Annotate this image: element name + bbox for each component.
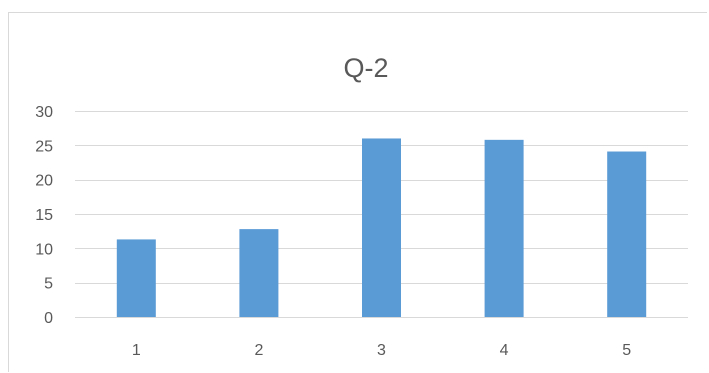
x-tick-label: 2 <box>254 342 263 359</box>
bars <box>116 138 647 317</box>
y-tick-label: 25 <box>35 138 53 155</box>
bar-3 <box>362 138 401 317</box>
x-tick-label: 5 <box>622 342 631 359</box>
y-tick-label: 5 <box>44 276 53 293</box>
y-tick-label: 10 <box>35 241 53 258</box>
y-tick-label: 30 <box>35 104 53 121</box>
y-axis-ticks: 0 5 10 15 20 25 30 <box>35 104 53 327</box>
bar-5 <box>607 151 647 317</box>
y-tick-label: 20 <box>35 173 53 190</box>
x-tick-label: 4 <box>500 342 509 359</box>
bar-2 <box>239 229 279 317</box>
bar-1 <box>116 239 156 317</box>
bar-4 <box>484 139 524 317</box>
y-tick-label: 0 <box>44 310 53 327</box>
chart-title: Q-2 <box>343 53 388 83</box>
x-tick-label: 3 <box>377 342 386 359</box>
x-axis-ticks: 1 2 3 4 5 <box>132 342 631 359</box>
x-tick-label: 1 <box>132 342 141 359</box>
y-tick-label: 15 <box>35 207 53 224</box>
